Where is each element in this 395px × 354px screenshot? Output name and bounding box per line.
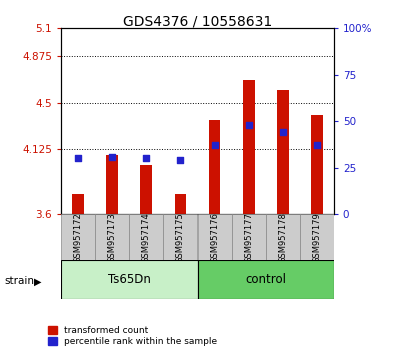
Text: GSM957173: GSM957173 — [108, 212, 117, 263]
Bar — [300, 214, 334, 260]
Text: GSM957176: GSM957176 — [210, 212, 219, 263]
Text: strain: strain — [4, 276, 34, 286]
Bar — [311, 115, 323, 214]
Point — [211, 143, 218, 148]
Bar — [243, 80, 254, 214]
Bar — [209, 120, 220, 214]
Bar — [72, 194, 84, 214]
Text: GSM957172: GSM957172 — [74, 212, 83, 263]
Bar — [198, 260, 334, 299]
Point — [245, 122, 252, 128]
Bar — [277, 90, 289, 214]
Bar — [164, 214, 198, 260]
Bar — [130, 214, 164, 260]
Point — [143, 156, 150, 161]
Point — [109, 154, 115, 159]
Bar — [175, 194, 186, 214]
Bar — [231, 214, 265, 260]
Text: GSM957179: GSM957179 — [312, 212, 321, 263]
Point — [75, 156, 81, 161]
Point — [280, 130, 286, 135]
Point — [314, 143, 320, 148]
Bar — [61, 214, 95, 260]
Text: ▶: ▶ — [34, 276, 41, 286]
Text: GSM957175: GSM957175 — [176, 212, 185, 263]
Bar — [265, 214, 300, 260]
Point — [177, 158, 184, 163]
Text: Ts65Dn: Ts65Dn — [108, 273, 151, 286]
Bar — [106, 155, 118, 214]
Legend: transformed count, percentile rank within the sample: transformed count, percentile rank withi… — [44, 322, 221, 349]
Text: GSM957174: GSM957174 — [142, 212, 151, 263]
Bar — [141, 165, 152, 214]
Text: GSM957178: GSM957178 — [278, 212, 287, 263]
Text: GDS4376 / 10558631: GDS4376 / 10558631 — [123, 14, 272, 28]
Bar — [95, 214, 130, 260]
Text: GSM957177: GSM957177 — [244, 212, 253, 263]
Bar — [198, 214, 231, 260]
Bar — [61, 260, 197, 299]
Text: control: control — [245, 273, 286, 286]
